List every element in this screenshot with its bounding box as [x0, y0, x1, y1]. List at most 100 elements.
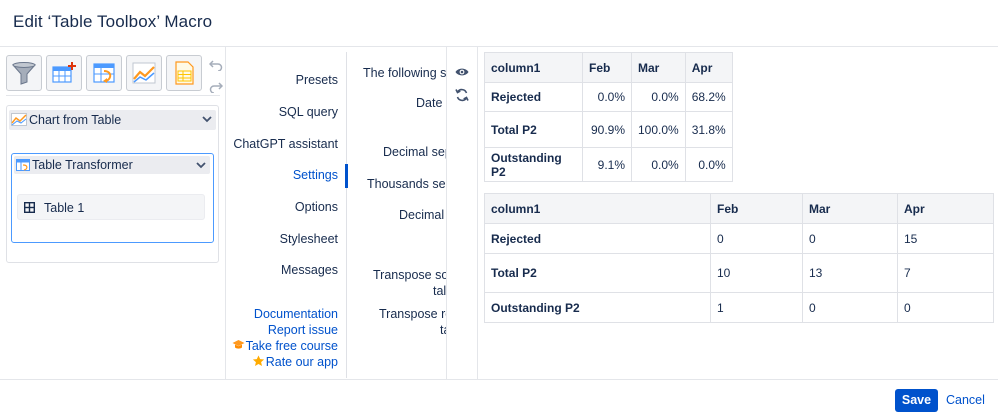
table-header-cell: column1: [484, 193, 711, 224]
table-header-row: column1 Feb Mar Apr: [484, 52, 733, 83]
rate-our-app-link[interactable]: Rate our app: [252, 355, 338, 369]
preview-table-percent: column1 Feb Mar Apr Rejected 0.0% 0.0% 6…: [484, 52, 733, 182]
redo-icon[interactable]: [209, 81, 223, 93]
chart-tool-button[interactable]: [126, 55, 162, 91]
table-cell: 13: [802, 253, 898, 293]
take-free-course-label: Take free course: [245, 339, 338, 353]
table-cell: 0.0%: [582, 82, 632, 112]
table-cell: Total P2: [484, 253, 711, 293]
filter-tool-button[interactable]: [6, 55, 42, 91]
table-header-cell: Feb: [582, 52, 632, 83]
decimal-separator-label: Decimal sep: [383, 145, 446, 159]
take-free-course-link[interactable]: Take free course: [232, 339, 338, 353]
table-cell: Outstanding P2: [484, 292, 711, 323]
spreadsheet-icon: [175, 61, 194, 85]
table-row: Rejected 0 0 15: [484, 223, 994, 254]
transpose-result-label-cont: ta: [440, 323, 446, 337]
refresh-icon[interactable]: [455, 88, 469, 102]
table-cell: 0.0%: [631, 82, 686, 112]
date-format-label: Date f: [416, 96, 446, 110]
settings-divider: [446, 47, 447, 379]
table-row: Outstanding P2 1 0 0: [484, 292, 994, 323]
spreadsheet-tool-button[interactable]: [166, 55, 202, 91]
table-1-item[interactable]: Table 1: [17, 194, 205, 220]
table-add-tool-button[interactable]: [46, 55, 82, 91]
table-cell: 0: [802, 292, 898, 323]
table-transform-tool-button[interactable]: [86, 55, 122, 91]
table-cell: 0.0%: [631, 147, 686, 182]
table-header-cell: column1: [484, 52, 583, 83]
eye-icon[interactable]: [455, 66, 469, 78]
settings-form: The following se Date f Decimal sep Thou…: [348, 47, 446, 379]
transpose-source-label: Transpose sou: [373, 268, 446, 282]
table-cell: 15: [897, 223, 994, 254]
macro-tree: Chart from Table Table Transformer: [6, 105, 219, 263]
table-row: Rejected 0.0% 0.0% 68.2%: [484, 82, 733, 112]
nav-item-presets[interactable]: Presets: [295, 73, 338, 87]
transpose-result-label: Transpose re: [379, 307, 446, 321]
line-chart-icon: [132, 62, 156, 84]
table-grid-icon: [24, 202, 35, 213]
nav-item-chatgpt-assistant[interactable]: ChatGPT assistant: [233, 137, 338, 151]
footer-divider: [0, 379, 998, 380]
cancel-button[interactable]: Cancel: [946, 393, 985, 407]
nav-item-sql-query[interactable]: SQL query: [278, 105, 338, 119]
nav-item-settings[interactable]: Settings: [292, 168, 338, 182]
table-add-icon: [52, 62, 76, 83]
table-cell: 0: [897, 292, 994, 323]
nav-divider: [346, 52, 347, 378]
table-cell: 90.9%: [582, 111, 632, 148]
table-header-cell: Mar: [631, 52, 686, 83]
table-row: Outstanding P2 9.1% 0.0% 0.0%: [484, 147, 733, 182]
undo-icon[interactable]: [209, 59, 223, 71]
table-cell: 10: [710, 253, 803, 293]
table-cell: 1: [710, 292, 803, 323]
table-header-cell: Apr: [897, 193, 994, 224]
table-transformer-block[interactable]: Table Transformer Table 1: [11, 153, 214, 243]
documentation-link[interactable]: Documentation: [253, 307, 338, 321]
table-row: Total P2 90.9% 100.0% 31.8%: [484, 111, 733, 148]
table-transform-small-icon: [16, 159, 30, 171]
nav-item-messages[interactable]: Messages: [281, 263, 338, 277]
star-icon: [252, 355, 264, 366]
report-issue-link[interactable]: Report issue: [267, 323, 338, 337]
filter-funnel-icon: [11, 62, 37, 85]
following-settings-label: The following se: [363, 66, 446, 80]
table-header-row: column1 Feb Mar Apr: [484, 193, 994, 224]
table-cell: 0: [710, 223, 803, 254]
table-1-label: Table 1: [44, 201, 85, 215]
save-button[interactable]: Save: [895, 389, 938, 412]
chart-from-table-select[interactable]: Chart from Table: [9, 110, 216, 130]
table-cell: Total P2: [484, 111, 583, 148]
toolbar-divider: [6, 95, 220, 96]
chevron-down-icon[interactable]: [196, 161, 206, 169]
table-cell: Rejected: [484, 82, 583, 112]
settings-nav: Presets SQL query ChatGPT assistant Sett…: [227, 47, 347, 379]
transpose-source-label-cont: tal: [433, 284, 446, 298]
table-transformer-select[interactable]: Table Transformer: [14, 156, 210, 174]
table-header-cell: Feb: [710, 193, 803, 224]
header-divider: [0, 46, 998, 47]
table-cell: 0: [802, 223, 898, 254]
macro-structure-panel: Chart from Table Table Transformer: [0, 47, 226, 379]
preview-divider: [477, 47, 478, 379]
table-cell: Outstanding P2: [484, 147, 583, 182]
nav-item-stylesheet[interactable]: Stylesheet: [279, 232, 338, 246]
macro-toolbar: [6, 53, 223, 97]
table-transformer-label: Table Transformer: [32, 158, 133, 172]
table-cell: 0.0%: [684, 147, 733, 182]
nav-item-options[interactable]: Options: [294, 200, 338, 214]
table-cell: 68.2%: [684, 82, 733, 112]
rate-our-app-label: Rate our app: [265, 355, 338, 369]
dialog-title: Edit ‘Table Toolbox’ Macro: [13, 12, 213, 31]
table-cell: Rejected: [484, 223, 711, 254]
chart-select-label: Chart from Table: [29, 113, 122, 127]
graduation-cap-icon: [232, 340, 245, 349]
table-transform-icon: [93, 63, 115, 83]
table-header-cell: Apr: [684, 52, 733, 83]
thousands-separator-label: Thousands sep: [367, 177, 446, 191]
table-cell: 100.0%: [631, 111, 686, 148]
chevron-down-icon[interactable]: [202, 115, 212, 123]
table-row: Total P2 10 13 7: [484, 253, 994, 293]
table-header-cell: Mar: [802, 193, 898, 224]
